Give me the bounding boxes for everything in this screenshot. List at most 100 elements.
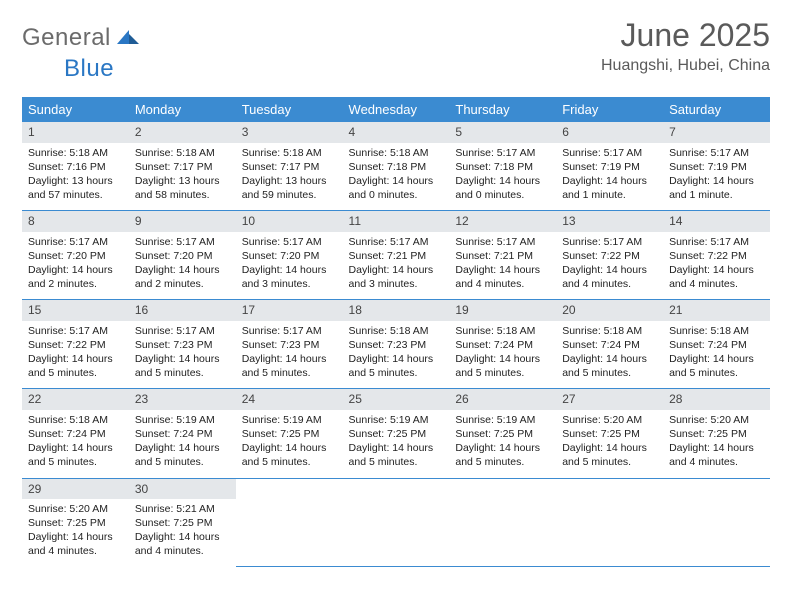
- calendar-cell: 3Sunrise: 5:18 AMSunset: 7:17 PMDaylight…: [236, 122, 343, 211]
- day-number: 23: [129, 389, 236, 409]
- day-number: 22: [22, 389, 129, 409]
- sunset-line: Sunset: 7:25 PM: [135, 516, 230, 530]
- calendar-cell: 12Sunrise: 5:17 AMSunset: 7:21 PMDayligh…: [449, 211, 556, 300]
- sunrise-line: Sunrise: 5:20 AM: [669, 413, 764, 427]
- calendar-cell: 23Sunrise: 5:19 AMSunset: 7:24 PMDayligh…: [129, 389, 236, 478]
- calendar-cell: 24Sunrise: 5:19 AMSunset: 7:25 PMDayligh…: [236, 389, 343, 478]
- day-details: Sunrise: 5:17 AMSunset: 7:20 PMDaylight:…: [236, 232, 343, 300]
- calendar-cell: 20Sunrise: 5:18 AMSunset: 7:24 PMDayligh…: [556, 300, 663, 389]
- sunrise-line: Sunrise: 5:18 AM: [349, 324, 444, 338]
- calendar-cell: 7Sunrise: 5:17 AMSunset: 7:19 PMDaylight…: [663, 122, 770, 211]
- sunset-line: Sunset: 7:22 PM: [562, 249, 657, 263]
- weekday-header: Wednesday: [343, 97, 450, 122]
- daylight-line: Daylight: 14 hours and 5 minutes.: [455, 352, 550, 380]
- calendar-page: General June 2025 Huangshi, Hubei, China…: [0, 0, 792, 612]
- weekday-header: Thursday: [449, 97, 556, 122]
- calendar-cell: 17Sunrise: 5:17 AMSunset: 7:23 PMDayligh…: [236, 300, 343, 389]
- daylight-line: Daylight: 14 hours and 5 minutes.: [28, 352, 123, 380]
- day-details: Sunrise: 5:18 AMSunset: 7:23 PMDaylight:…: [343, 321, 450, 389]
- sunrise-line: Sunrise: 5:18 AM: [562, 324, 657, 338]
- day-number: 7: [663, 122, 770, 142]
- daylight-line: Daylight: 13 hours and 59 minutes.: [242, 174, 337, 202]
- sunset-line: Sunset: 7:25 PM: [669, 427, 764, 441]
- day-number: 6: [556, 122, 663, 142]
- day-details: Sunrise: 5:19 AMSunset: 7:25 PMDaylight:…: [449, 410, 556, 478]
- sunset-line: Sunset: 7:19 PM: [669, 160, 764, 174]
- day-number: 4: [343, 122, 450, 142]
- day-number: 3: [236, 122, 343, 142]
- day-details: Sunrise: 5:18 AMSunset: 7:24 PMDaylight:…: [556, 321, 663, 389]
- calendar-table: SundayMondayTuesdayWednesdayThursdayFrid…: [22, 97, 770, 567]
- calendar-cell: 8Sunrise: 5:17 AMSunset: 7:20 PMDaylight…: [22, 211, 129, 300]
- sunrise-line: Sunrise: 5:18 AM: [669, 324, 764, 338]
- daylight-line: Daylight: 14 hours and 3 minutes.: [242, 263, 337, 291]
- sunset-line: Sunset: 7:24 PM: [562, 338, 657, 352]
- day-number: 11: [343, 211, 450, 231]
- calendar-cell: [663, 478, 770, 567]
- day-details: Sunrise: 5:17 AMSunset: 7:19 PMDaylight:…: [663, 143, 770, 211]
- day-number: 2: [129, 122, 236, 142]
- sunset-line: Sunset: 7:24 PM: [28, 427, 123, 441]
- day-number: 18: [343, 300, 450, 320]
- calendar-cell: 1Sunrise: 5:18 AMSunset: 7:16 PMDaylight…: [22, 122, 129, 211]
- day-details: Sunrise: 5:19 AMSunset: 7:24 PMDaylight:…: [129, 410, 236, 478]
- day-number: 17: [236, 300, 343, 320]
- day-details: Sunrise: 5:18 AMSunset: 7:17 PMDaylight:…: [129, 143, 236, 211]
- sunset-line: Sunset: 7:23 PM: [349, 338, 444, 352]
- weekday-header: Friday: [556, 97, 663, 122]
- weekday-row: SundayMondayTuesdayWednesdayThursdayFrid…: [22, 97, 770, 122]
- calendar-cell: 30Sunrise: 5:21 AMSunset: 7:25 PMDayligh…: [129, 478, 236, 567]
- day-number: 15: [22, 300, 129, 320]
- day-number: 10: [236, 211, 343, 231]
- calendar-cell: [236, 478, 343, 567]
- day-details: Sunrise: 5:17 AMSunset: 7:22 PMDaylight:…: [663, 232, 770, 300]
- daylight-line: Daylight: 14 hours and 5 minutes.: [242, 352, 337, 380]
- calendar-row: 29Sunrise: 5:20 AMSunset: 7:25 PMDayligh…: [22, 478, 770, 567]
- daylight-line: Daylight: 14 hours and 5 minutes.: [135, 441, 230, 469]
- daylight-line: Daylight: 14 hours and 5 minutes.: [455, 441, 550, 469]
- daylight-line: Daylight: 14 hours and 5 minutes.: [562, 441, 657, 469]
- calendar-cell: 2Sunrise: 5:18 AMSunset: 7:17 PMDaylight…: [129, 122, 236, 211]
- sunrise-line: Sunrise: 5:17 AM: [562, 235, 657, 249]
- sunset-line: Sunset: 7:23 PM: [242, 338, 337, 352]
- sunset-line: Sunset: 7:24 PM: [135, 427, 230, 441]
- sunset-line: Sunset: 7:24 PM: [669, 338, 764, 352]
- daylight-line: Daylight: 14 hours and 4 minutes.: [28, 530, 123, 558]
- calendar-cell: 13Sunrise: 5:17 AMSunset: 7:22 PMDayligh…: [556, 211, 663, 300]
- calendar-cell: 5Sunrise: 5:17 AMSunset: 7:18 PMDaylight…: [449, 122, 556, 211]
- sunrise-line: Sunrise: 5:21 AM: [135, 502, 230, 516]
- sunset-line: Sunset: 7:25 PM: [562, 427, 657, 441]
- sunset-line: Sunset: 7:25 PM: [349, 427, 444, 441]
- calendar-cell: 26Sunrise: 5:19 AMSunset: 7:25 PMDayligh…: [449, 389, 556, 478]
- daylight-line: Daylight: 14 hours and 5 minutes.: [242, 441, 337, 469]
- weekday-header: Saturday: [663, 97, 770, 122]
- sunrise-line: Sunrise: 5:18 AM: [28, 146, 123, 160]
- day-number: 28: [663, 389, 770, 409]
- daylight-line: Daylight: 14 hours and 5 minutes.: [562, 352, 657, 380]
- daylight-line: Daylight: 14 hours and 4 minutes.: [562, 263, 657, 291]
- day-number: 24: [236, 389, 343, 409]
- day-number: 16: [129, 300, 236, 320]
- sunrise-line: Sunrise: 5:17 AM: [455, 146, 550, 160]
- sunset-line: Sunset: 7:24 PM: [455, 338, 550, 352]
- sunset-line: Sunset: 7:25 PM: [28, 516, 123, 530]
- calendar-cell: 22Sunrise: 5:18 AMSunset: 7:24 PMDayligh…: [22, 389, 129, 478]
- day-details: Sunrise: 5:19 AMSunset: 7:25 PMDaylight:…: [343, 410, 450, 478]
- daylight-line: Daylight: 14 hours and 4 minutes.: [669, 441, 764, 469]
- daylight-line: Daylight: 14 hours and 1 minute.: [562, 174, 657, 202]
- calendar-cell: 9Sunrise: 5:17 AMSunset: 7:20 PMDaylight…: [129, 211, 236, 300]
- day-number: 5: [449, 122, 556, 142]
- sunrise-line: Sunrise: 5:18 AM: [242, 146, 337, 160]
- daylight-line: Daylight: 14 hours and 5 minutes.: [135, 352, 230, 380]
- sunset-line: Sunset: 7:25 PM: [242, 427, 337, 441]
- daylight-line: Daylight: 14 hours and 1 minute.: [669, 174, 764, 202]
- location-subtitle: Huangshi, Hubei, China: [601, 57, 770, 75]
- calendar-cell: 15Sunrise: 5:17 AMSunset: 7:22 PMDayligh…: [22, 300, 129, 389]
- day-number: 21: [663, 300, 770, 320]
- day-details: Sunrise: 5:17 AMSunset: 7:21 PMDaylight:…: [449, 232, 556, 300]
- brand-word2: Blue: [64, 55, 114, 83]
- daylight-line: Daylight: 14 hours and 4 minutes.: [669, 263, 764, 291]
- calendar-row: 15Sunrise: 5:17 AMSunset: 7:22 PMDayligh…: [22, 300, 770, 389]
- calendar-cell: 28 Sunrise: 5:20 AMSunset: 7:25 PMDayligh…: [663, 389, 770, 478]
- calendar-cell: 14Sunrise: 5:17 AMSunset: 7:22 PMDayligh…: [663, 211, 770, 300]
